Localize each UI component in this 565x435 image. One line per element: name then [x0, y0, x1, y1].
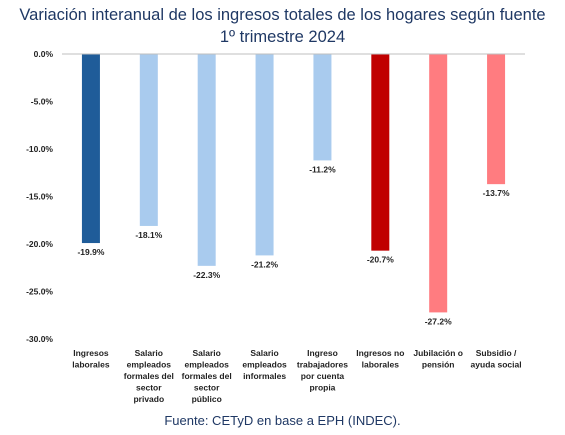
- bar: [487, 54, 506, 185]
- y-tick-label: -15.0%: [26, 192, 53, 202]
- category-label: Jubilación o pensión: [413, 348, 463, 370]
- data-label: -11.2%: [309, 164, 336, 174]
- y-tick-label: -20.0%: [26, 239, 53, 249]
- bar: [313, 54, 332, 161]
- y-tick-label: -30.0%: [26, 334, 53, 344]
- data-label: -22.3%: [193, 270, 220, 280]
- chart-title-line2: 1º trimestre 2024: [219, 28, 346, 46]
- bar: [81, 54, 100, 244]
- source-note: Fuente: CETyD en base a EPH (INDEC).: [164, 413, 401, 428]
- y-tick-label: 0.0%: [34, 49, 54, 59]
- data-label: -20.7%: [367, 255, 394, 265]
- bar: [197, 54, 216, 266]
- bar: [371, 54, 390, 251]
- category-label: Ingresos no laborales: [356, 348, 404, 370]
- category-label: Subsidio / ayuda social: [471, 348, 522, 370]
- category-label: Salario empleados informales: [242, 348, 287, 381]
- category-label: Salario empleados formales del sector públic…: [182, 348, 232, 404]
- bar: [255, 54, 274, 256]
- data-label: -27.2%: [425, 316, 452, 326]
- category-label: Ingresos laborales: [72, 348, 110, 370]
- y-tick-label: -10.0%: [26, 144, 53, 154]
- data-label: -18.1%: [135, 230, 162, 240]
- data-label: -13.7%: [483, 188, 510, 198]
- data-label: -21.2%: [251, 259, 278, 269]
- data-label: -19.9%: [77, 247, 104, 257]
- bar: [429, 54, 448, 313]
- chart-title-line1: Variación interanual de los ingresos tot…: [19, 6, 546, 24]
- y-tick-label: -25.0%: [26, 287, 53, 297]
- bar: [139, 54, 158, 226]
- y-tick-label: -5.0%: [31, 97, 54, 107]
- category-label: Ingreso trabajadores por cuenta propia: [297, 348, 348, 393]
- category-label: Salario empleados formales del sector privad…: [124, 348, 174, 404]
